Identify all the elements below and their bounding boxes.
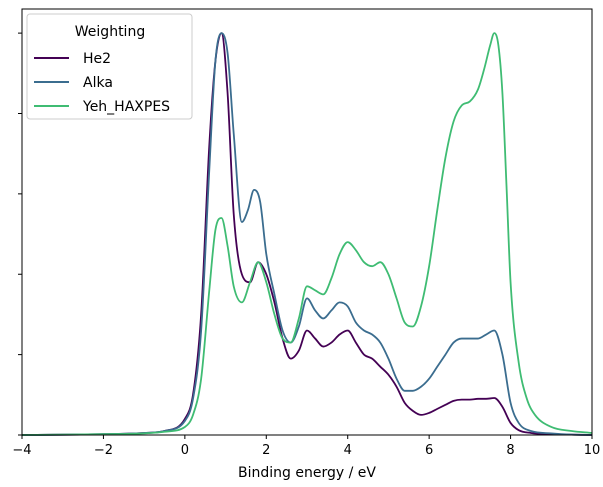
legend-entries: He2 Alka Yeh_HAXPES	[34, 51, 170, 115]
plot-frame	[21, 8, 593, 436]
ticks-layer: −4 −2 0 2 4 6 8 10	[12, 32, 601, 458]
series-layer	[21, 32, 593, 436]
x-tick-label: 6	[425, 443, 433, 458]
x-axis-label: Binding energy / eV	[238, 465, 376, 481]
x-tick-label: −2	[94, 443, 113, 458]
x-tick-label: 2	[262, 443, 270, 458]
legend: Weighting He2 Alka Yeh_HAXPES	[26, 13, 193, 120]
series-line-alka	[21, 32, 593, 436]
x-tick-label: 8	[506, 443, 514, 458]
legend-box	[26, 13, 193, 120]
legend-label-yeh-haxpes: Yeh_HAXPES	[82, 99, 170, 115]
x-tick-label: 0	[181, 443, 189, 458]
legend-title: Weighting	[75, 24, 145, 40]
x-tick-label: 4	[344, 443, 352, 458]
series-line-yeh-haxpes	[21, 32, 593, 436]
legend-label-alka: Alka	[83, 75, 113, 91]
legend-label-he2: He2	[83, 51, 111, 67]
x-tick-label: 10	[584, 443, 601, 458]
x-tick-label: −4	[12, 443, 31, 458]
